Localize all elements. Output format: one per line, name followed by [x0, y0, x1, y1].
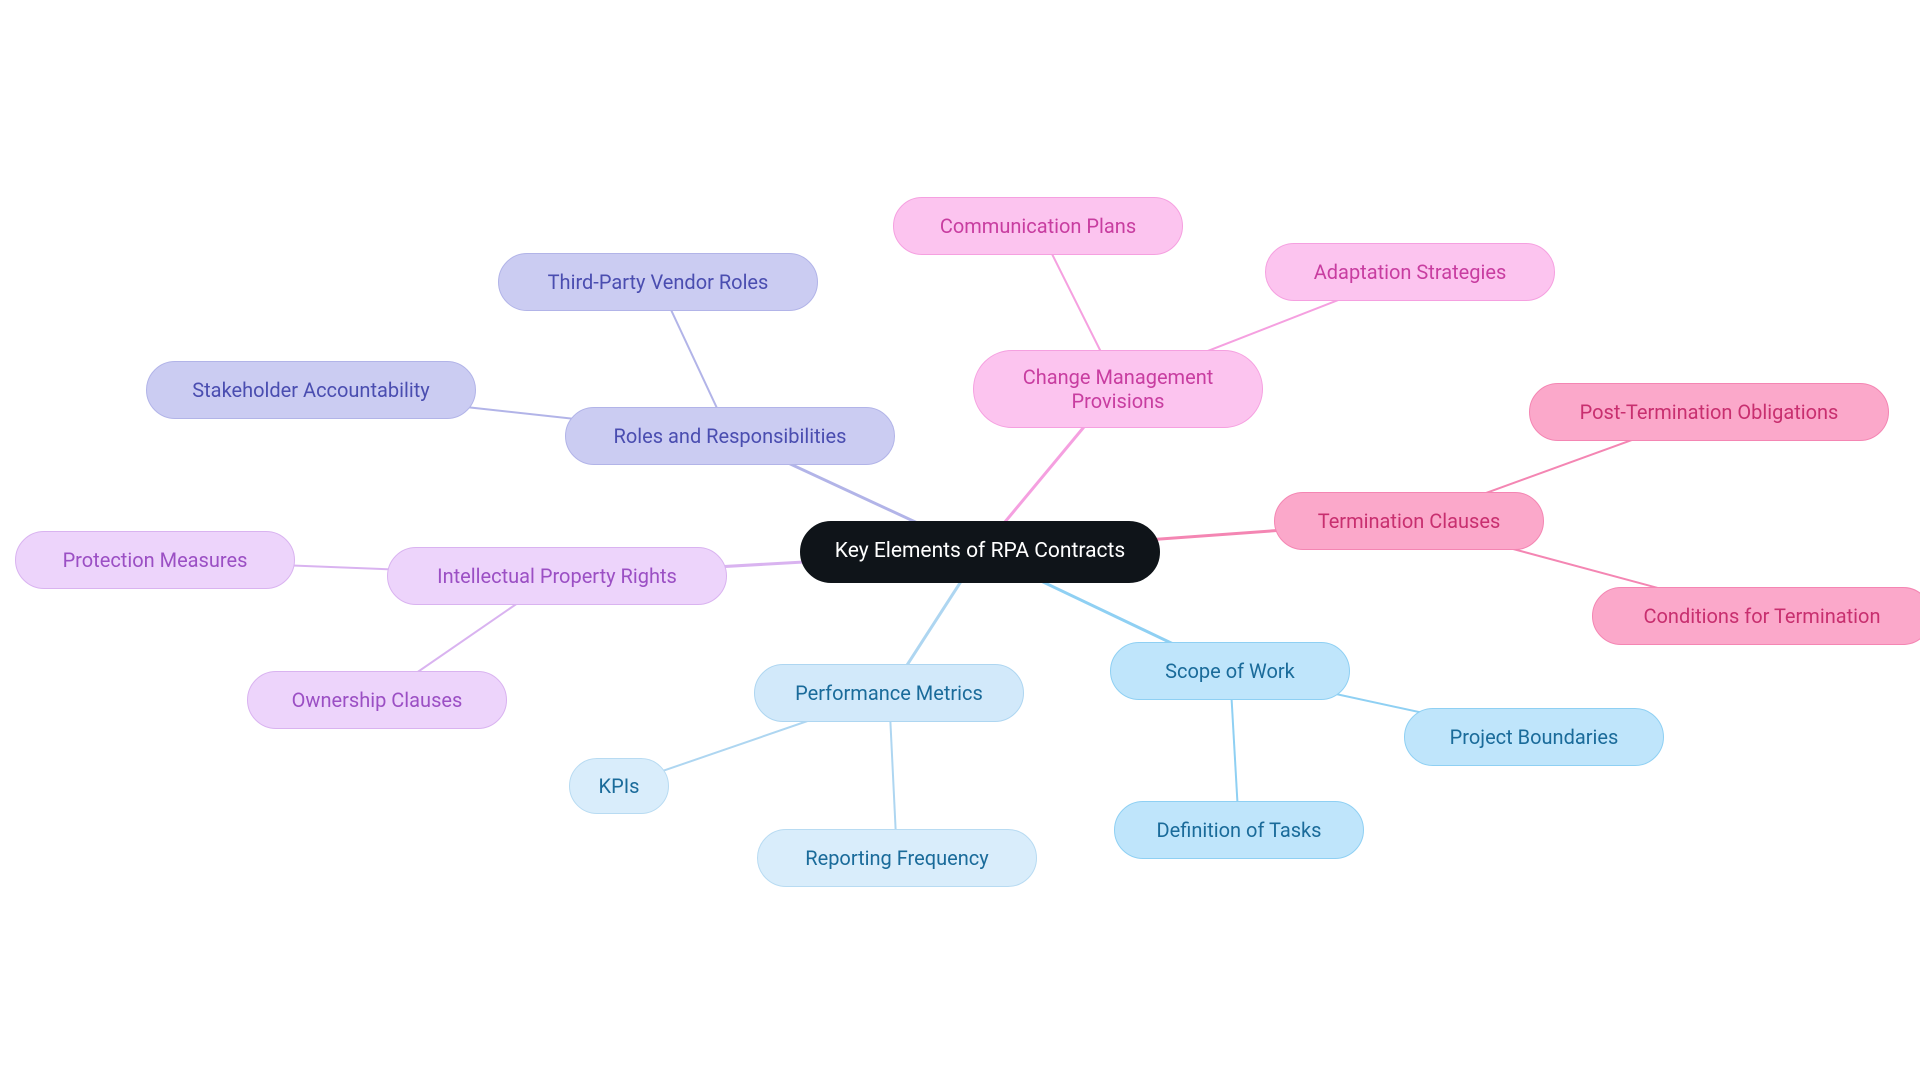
node-term: Termination Clauses	[1274, 492, 1544, 550]
node-comm-plans: Communication Plans	[893, 197, 1183, 255]
node-conditions: Conditions for Termination	[1592, 587, 1920, 645]
node-roles: Roles and Responsibilities	[565, 407, 895, 465]
node-label: Communication Plans	[940, 214, 1136, 238]
node-label: Protection Measures	[63, 548, 248, 572]
node-label: Definition of Tasks	[1157, 818, 1322, 842]
node-label: Termination Clauses	[1318, 509, 1501, 533]
node-report-freq: Reporting Frequency	[757, 829, 1037, 887]
node-protection: Protection Measures	[15, 531, 295, 589]
node-stakeholder: Stakeholder Accountability	[146, 361, 476, 419]
node-label: KPIs	[599, 774, 640, 798]
node-label: Stakeholder Accountability	[192, 378, 429, 402]
node-label: Change Management Provisions	[1023, 365, 1214, 413]
node-post-term: Post-Termination Obligations	[1529, 383, 1889, 441]
node-adapt: Adaptation Strategies	[1265, 243, 1555, 301]
node-label: Project Boundaries	[1450, 725, 1619, 749]
node-ip: Intellectual Property Rights	[387, 547, 727, 605]
node-scope: Scope of Work	[1110, 642, 1350, 700]
node-label: Scope of Work	[1165, 659, 1295, 683]
node-center: Key Elements of RPA Contracts	[800, 521, 1160, 583]
node-third-party: Third-Party Vendor Roles	[498, 253, 818, 311]
node-label: Conditions for Termination	[1644, 604, 1881, 628]
node-label: Ownership Clauses	[292, 688, 463, 712]
node-proj-bound: Project Boundaries	[1404, 708, 1664, 766]
node-perf: Performance Metrics	[754, 664, 1024, 722]
node-change: Change Management Provisions	[973, 350, 1263, 428]
node-label: Adaptation Strategies	[1314, 260, 1507, 284]
node-label: Post-Termination Obligations	[1580, 400, 1839, 424]
node-kpis: KPIs	[569, 758, 669, 814]
node-def-tasks: Definition of Tasks	[1114, 801, 1364, 859]
node-label: Roles and Responsibilities	[614, 424, 847, 448]
node-ownership: Ownership Clauses	[247, 671, 507, 729]
node-label: Reporting Frequency	[805, 846, 988, 870]
node-label: Performance Metrics	[795, 681, 983, 705]
node-label: Third-Party Vendor Roles	[548, 270, 769, 294]
node-label: Intellectual Property Rights	[437, 564, 677, 588]
node-label: Key Elements of RPA Contracts	[835, 539, 1125, 564]
